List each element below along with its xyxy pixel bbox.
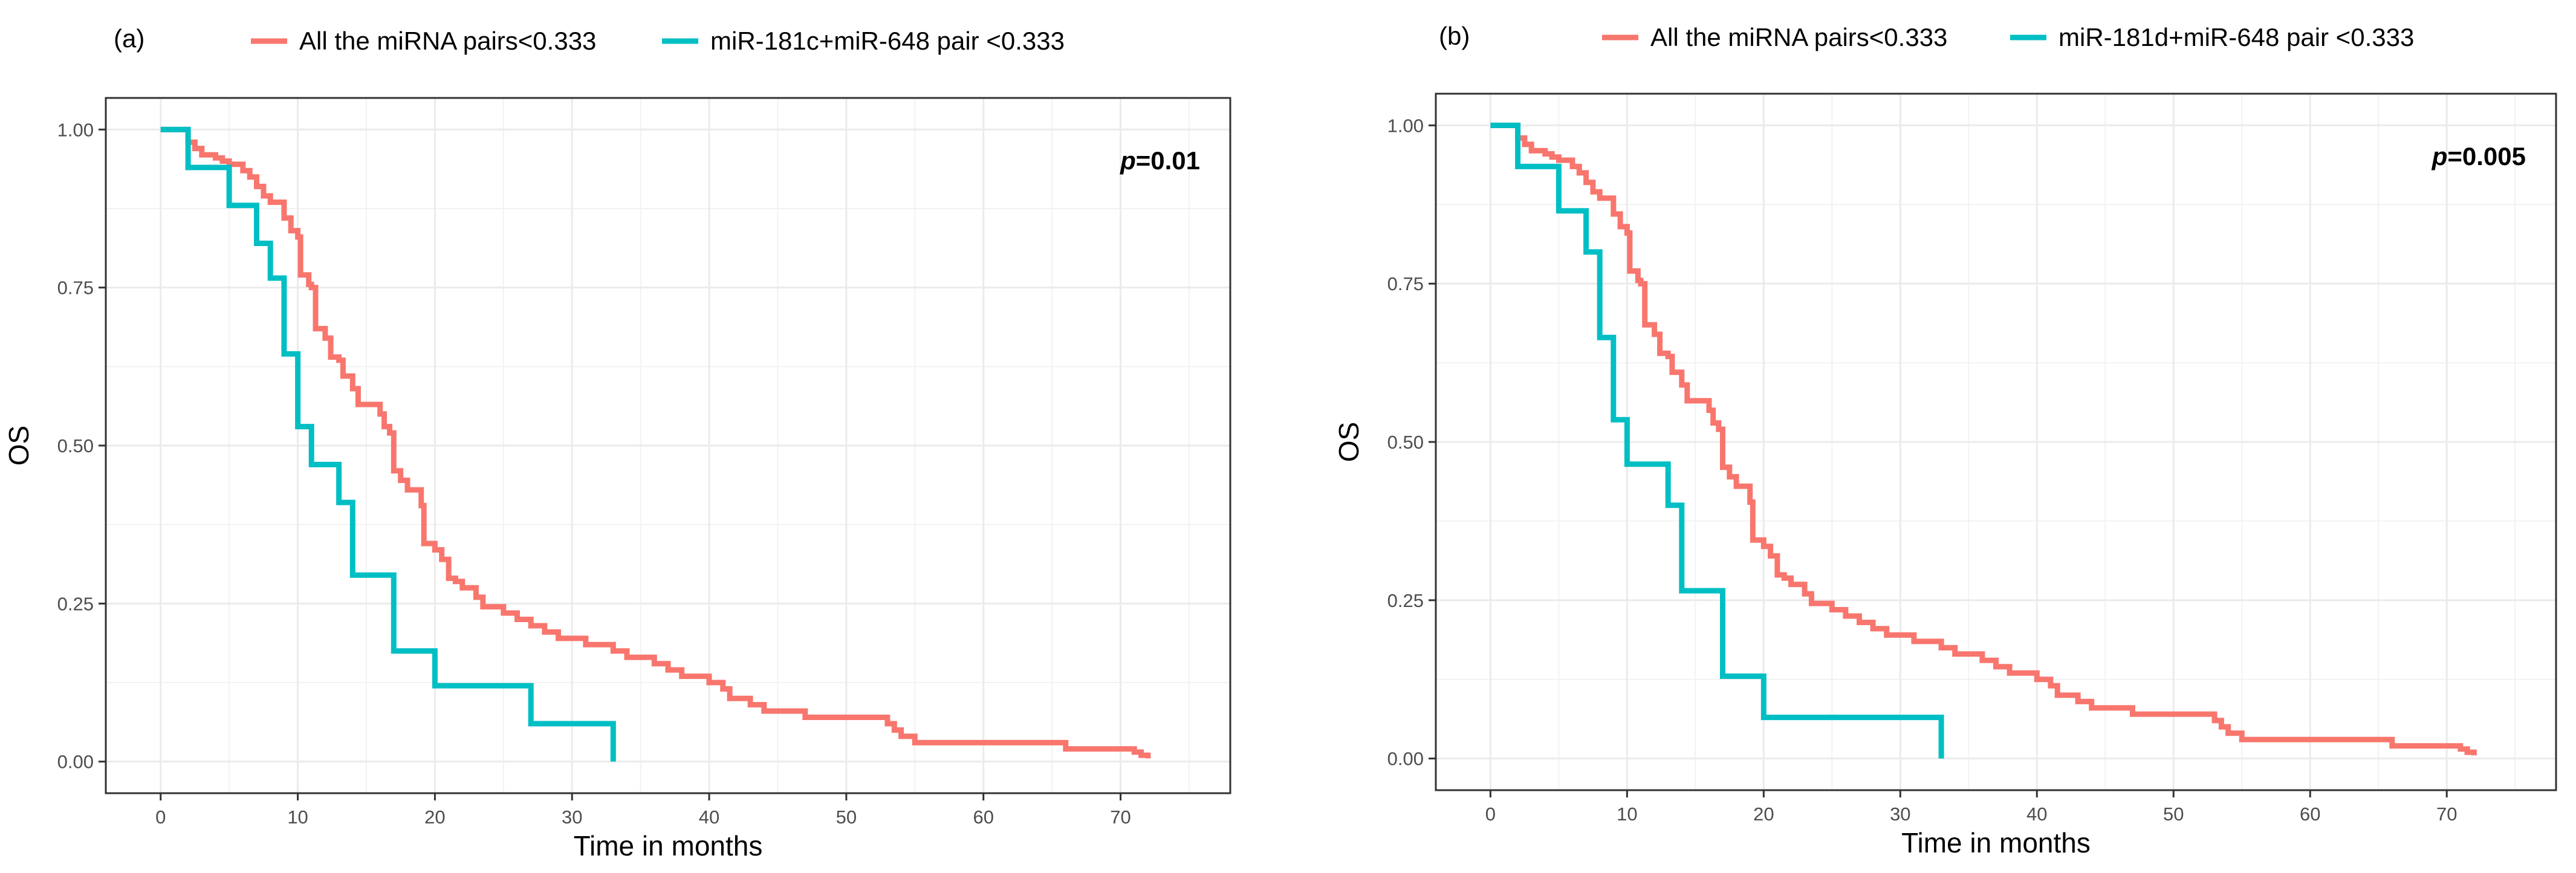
panel-label: (a) [114,24,144,53]
x-tick-label: 0 [1485,803,1496,825]
legend-label-0: All the miRNA pairs<0.333 [299,27,596,55]
y-tick-label: 0.75 [1387,273,1424,294]
y-axis-title: OS [1333,422,1364,462]
series-line-1 [160,126,616,762]
legend-label-0: All the miRNA pairs<0.333 [1650,23,1947,51]
panel-label: (b) [1439,22,1470,50]
x-tick-label: 60 [973,806,993,828]
series-line-0 [1490,122,2477,756]
x-tick-label: 50 [836,806,857,828]
x-tick-label: 10 [287,806,308,828]
x-tick-label: 40 [2026,803,2047,825]
y-tick-label: 0.00 [57,751,94,773]
legend: All the miRNA pairs<0.333 miR-181c+miR-64… [251,27,1065,55]
x-axis-title: Time in months [1901,827,2091,858]
p-value-number: =0.005 [2447,142,2526,170]
x-tick-label: 60 [2300,803,2320,825]
y-tick-label: 0.75 [57,277,94,299]
legend: All the miRNA pairs<0.333 miR-181d+miR-64… [1602,23,2414,51]
x-tick-label: 70 [2436,803,2457,825]
y-tick-label: 0.25 [1387,590,1424,611]
x-tick-label: 30 [1890,803,1910,825]
y-tick-label: 0.25 [57,593,94,614]
p-value-number: =0.01 [1136,146,1200,175]
p-value-annotation: p=0.01 [1120,146,1200,175]
x-tick-label: 20 [1753,803,1774,825]
y-tick-label: 1.00 [1387,115,1424,136]
x-tick-label: 30 [562,806,582,828]
y-tick-label: 0.00 [1387,748,1424,770]
y-axis-title: OS [3,426,34,466]
x-tick-label: 20 [424,806,445,828]
legend-label-1: miR-181c+miR-648 pair <0.333 [710,27,1065,55]
x-axis-title: Time in months [574,830,763,862]
x-tick-label: 10 [1617,803,1637,825]
x-tick-label: 50 [2163,803,2184,825]
legend-label-1: miR-181d+miR-648 pair <0.333 [2059,23,2414,51]
x-tick-label: 0 [155,806,166,828]
p-value-annotation: p=0.005 [2432,142,2526,170]
chart-panel-0: 0 10 20 30 40 50 60 70 0.00 0.25 0.50 0.75 1.00 Time … [3,24,1231,862]
y-tick-label: 1.00 [57,119,94,140]
p-value-label: p [1120,146,1136,175]
series-line-0 [160,126,1151,759]
y-tick-label: 0.50 [57,435,94,456]
x-tick-label: 70 [1110,806,1131,828]
x-tick-label: 40 [699,806,719,828]
grid [106,98,1230,793]
p-value-label: p [2432,142,2448,170]
y-tick-label: 0.50 [1387,432,1424,453]
chart-panel-1: 0 10 20 30 40 50 60 70 0.00 0.25 0.50 0.75 1.00 Time … [1333,22,2557,858]
series-line-1 [1490,122,1944,759]
